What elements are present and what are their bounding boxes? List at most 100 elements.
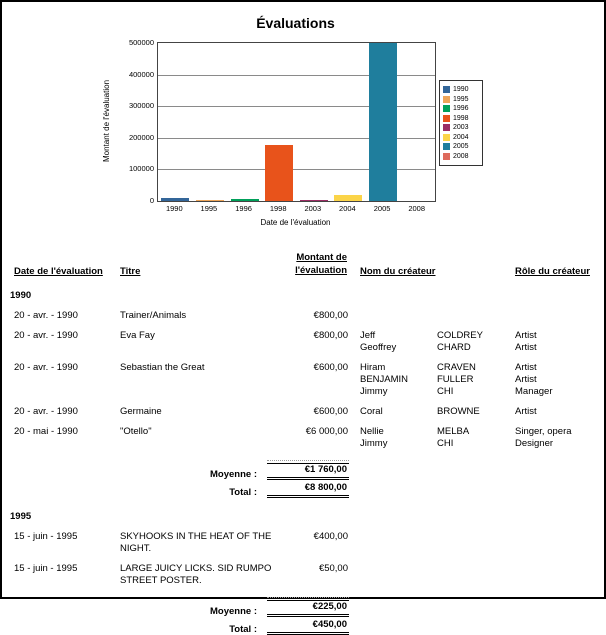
legend-entry-2004: 2004	[443, 133, 479, 143]
x-tick-1990: 1990	[165, 204, 183, 213]
x-tick-1998: 1998	[269, 204, 287, 213]
legend-label-2004: 2004	[453, 133, 469, 141]
dotted-rule	[267, 597, 349, 600]
moyenne-value: €225,00	[267, 600, 349, 617]
x-tick-2005: 2005	[373, 204, 391, 213]
y-tick-200000: 200000	[128, 132, 154, 142]
table-header-row: Date de l'évaluation Titre Montant de l'…	[10, 247, 596, 277]
evaluations-report-table: Date de l'évaluation Titre Montant de l'…	[10, 247, 596, 635]
legend-swatch-2008	[443, 152, 450, 160]
header-date: Date de l'évaluation	[14, 266, 103, 277]
row-date: 20 - avr. - 1990	[14, 330, 78, 341]
bar-1995	[195, 200, 224, 201]
legend-swatch-2004	[443, 133, 450, 141]
row-title: Eva Fay	[120, 330, 155, 341]
creator-last-name: CRAVEN	[437, 362, 476, 373]
table-body: 1990 20 - avr. - 1990 Trainer/Animals €800,…	[10, 290, 596, 635]
legend-label-2003: 2003	[453, 124, 469, 132]
total-label: Total :	[229, 624, 257, 635]
y-axis-title: Montant de l'évaluation	[102, 79, 111, 163]
creator-line: Geoffrey CHARD Artist	[360, 342, 596, 354]
y-tick-100000: 100000	[128, 164, 154, 174]
bar-1996	[230, 199, 259, 201]
row-date: 15 - juin - 1995	[14, 531, 78, 542]
creator-last-name: BROWNE	[437, 406, 480, 417]
row-date: 15 - juin - 1995	[14, 563, 78, 574]
creator-last-name: COLDREY	[437, 330, 483, 341]
x-tick-2004: 2004	[339, 204, 356, 213]
legend-swatch-1990	[443, 86, 450, 94]
y-tick-400000: 400000	[128, 69, 154, 79]
row-amount: €400,00	[313, 531, 348, 542]
dotted-rule	[267, 460, 349, 463]
creator-first-name: Geoffrey	[360, 342, 397, 353]
legend-entry-1995: 1995	[443, 95, 479, 105]
total-row: Total : €450,00	[10, 619, 596, 635]
row-date: 20 - avr. - 1990	[14, 310, 78, 321]
total-value: €450,00	[267, 619, 349, 635]
legend-label-2008: 2008	[453, 152, 469, 160]
legend-label-1990: 1990	[453, 86, 469, 94]
creator-first-name: Jimmy	[360, 386, 388, 397]
creator-last-name: CHARD	[437, 342, 471, 353]
table-row: 20 - avr. - 1990 Eva Fay €800,00 Jeff COLDRE…	[10, 330, 596, 354]
creator-line: Jimmy CHI Designer	[360, 438, 596, 450]
creator-role: Artist	[515, 374, 537, 385]
row-title: Sebastian the Great	[120, 362, 205, 373]
total-value: €8 800,00	[267, 482, 349, 498]
evaluations-chart: Évaluations Montant de l'évaluation Date…	[2, 2, 606, 245]
legend-swatch-1996	[443, 105, 450, 113]
moyenne-row: Moyenne : €225,00	[10, 597, 596, 617]
gridline-200000	[158, 137, 435, 139]
creator-first-name: Hiram	[360, 362, 386, 373]
creator-last-name: FULLER	[437, 374, 474, 385]
legend-entry-1990: 1990	[443, 85, 479, 95]
moyenne-label: Moyenne :	[210, 469, 257, 480]
table-row: 20 - mai - 1990 "Otello" €6 000,00 Nellie ME…	[10, 426, 596, 450]
creator-role: Artist	[515, 342, 537, 353]
creator-last-name: CHI	[437, 386, 454, 397]
legend-label-1996: 1996	[453, 105, 469, 113]
creator-first-name: Nellie	[360, 426, 384, 437]
x-tick-2008: 2008	[408, 204, 426, 213]
creator-role: Artist	[515, 330, 537, 341]
chart-legend: 1990 1995 1996 1998 2003 2004 2005 2008	[439, 80, 483, 166]
bar-1998	[265, 145, 294, 201]
bar-2004	[334, 195, 363, 201]
table-row: 20 - avr. - 1990 Trainer/Animals €800,00	[10, 310, 596, 322]
y-tick-0: 0	[149, 196, 154, 205]
row-amount: €50,00	[318, 563, 348, 574]
creator-line: BENJAMIN FULLER Artist	[360, 374, 596, 386]
row-date: 20 - mai - 1990	[14, 426, 78, 437]
total-label: Total :	[229, 487, 257, 498]
gridline-300000	[158, 106, 435, 108]
row-amount: €600,00	[313, 406, 348, 417]
legend-entry-2008: 2008	[443, 152, 479, 162]
bar-2005	[369, 43, 398, 201]
creator-first-name: Coral	[360, 406, 383, 417]
creator-role: Designer	[515, 438, 554, 449]
moyenne-label: Moyenne :	[210, 606, 257, 617]
y-tick-500000: 500000	[128, 38, 154, 47]
legend-swatch-1995	[443, 95, 450, 103]
legend-entry-1996: 1996	[443, 104, 479, 114]
gridline-100000	[158, 169, 435, 171]
row-title: Trainer/Animals	[120, 310, 187, 321]
creator-line: Hiram CRAVEN Artist	[360, 362, 596, 374]
moyenne-value: €1 760,00	[267, 463, 349, 480]
x-tick-1996: 1996	[235, 204, 252, 213]
gridline-400000	[158, 74, 435, 76]
header-titre: Titre	[120, 266, 141, 277]
creator-role: Artist	[515, 406, 537, 417]
row-date: 20 - avr. - 1990	[14, 406, 78, 417]
creator-role: Singer, opera	[515, 426, 572, 437]
x-axis-title: Date de l'évaluation	[260, 218, 331, 227]
legend-entry-1998: 1998	[443, 114, 479, 124]
legend-swatch-1998	[443, 114, 450, 122]
row-date: 20 - avr. - 1990	[14, 362, 78, 373]
plot-area	[157, 42, 436, 202]
legend-label-1998: 1998	[453, 114, 469, 122]
row-amount: €6 000,00	[305, 426, 348, 437]
x-tick-2003: 2003	[304, 204, 322, 213]
bar-1990	[161, 198, 190, 201]
